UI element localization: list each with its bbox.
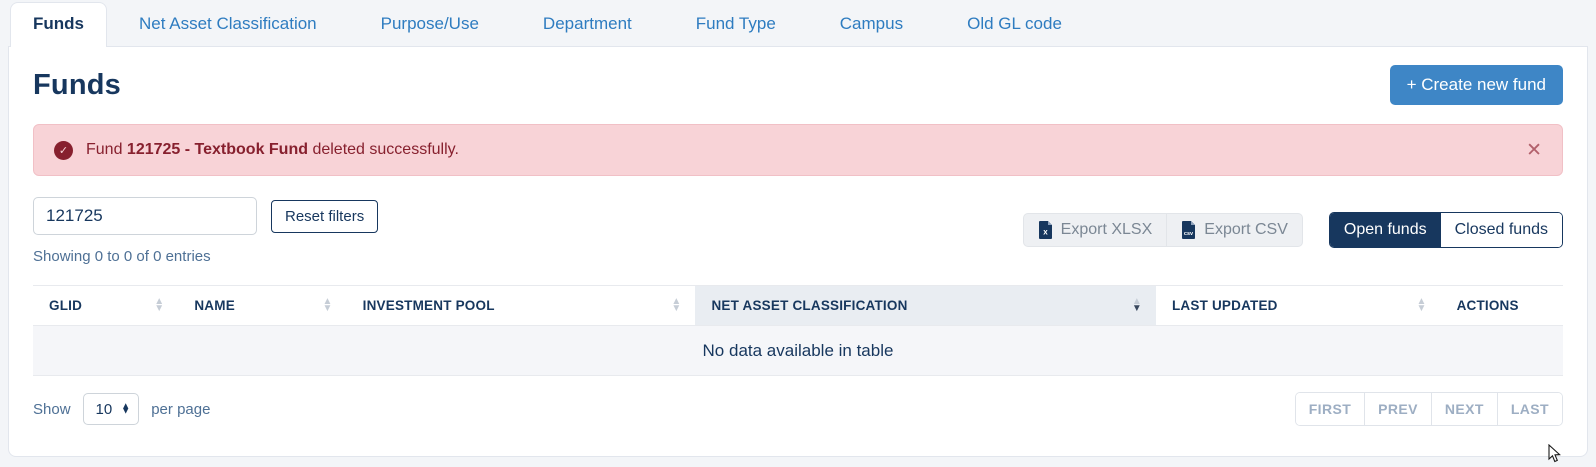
svg-text:csv: csv [1184, 231, 1194, 237]
page: Funds Net Asset Classification Purpose/U… [8, 0, 1588, 457]
tab-net-asset-classification[interactable]: Net Asset Classification [139, 14, 317, 33]
tab-campus[interactable]: Campus [839, 14, 904, 33]
sort-icon: ▲ ▼ [671, 296, 682, 314]
toolbar: x Export XLSX csv Export CSV Ope [1022, 212, 1563, 248]
open-funds-toggle[interactable]: Open funds [1329, 213, 1441, 247]
column-header-name[interactable]: NAME ▲ ▼ [194, 296, 333, 314]
table-footer: Show 10 ▲ ▼ per page FIRST PREV NEXT LAST [33, 392, 1563, 426]
title-row: Funds + Create new fund [33, 65, 1563, 105]
sort-icon: ▲ ▼ [1416, 296, 1427, 314]
column-header-net-asset-classification[interactable]: NET ASSET CLASSIFICATION ▲ ▼ [695, 285, 1156, 326]
export-button-group: x Export XLSX csv Export CSV [1022, 213, 1303, 247]
content-card: Funds + Create new fund ✓ Fund 121725 - … [8, 46, 1588, 457]
pagination: FIRST PREV NEXT LAST [1294, 392, 1563, 426]
csv-file-icon: csv [1182, 221, 1196, 239]
select-caret-icon: ▲ ▼ [121, 400, 131, 416]
page-title: Funds [33, 68, 121, 101]
sort-icon-active-desc: ▲ ▼ [1131, 296, 1142, 314]
per-page-label: per page [151, 400, 211, 418]
xlsx-file-icon: x [1038, 221, 1052, 239]
funds-table: GLID ▲ ▼ NAME ▲ ▼ INVESTMENT POOL ▲ ▼ NET A… [33, 285, 1563, 376]
alert-message: Fund 121725 - Textbook Fund deleted succ… [86, 141, 459, 158]
showing-entries-text: Showing 0 to 0 of 0 entries [33, 248, 211, 265]
page-size-select[interactable]: 10 ▲ ▼ [82, 393, 140, 425]
sort-icon: ▲ ▼ [322, 296, 333, 314]
check-circle-icon: ✓ [54, 140, 73, 160]
no-data-message: No data available in table [33, 325, 1563, 376]
empty-row: No data available in table [33, 325, 1563, 376]
export-xlsx-button[interactable]: x Export XLSX [1022, 213, 1167, 247]
svg-text:x: x [1043, 228, 1048, 237]
column-header-glid[interactable]: GLID ▲ ▼ [49, 296, 165, 314]
tab-fund-type[interactable]: Fund Type [695, 14, 776, 33]
per-page-control: Show 10 ▲ ▼ per page [33, 393, 210, 425]
create-new-fund-button[interactable]: + Create new fund [1389, 65, 1563, 105]
funds-status-toggle: Open funds Closed funds [1328, 212, 1563, 248]
tab-department[interactable]: Department [542, 14, 632, 33]
tab-purpose-use[interactable]: Purpose/Use [380, 14, 479, 33]
sort-icon: ▲ ▼ [154, 296, 165, 314]
column-header-investment-pool[interactable]: INVESTMENT POOL ▲ ▼ [362, 296, 682, 314]
search-input[interactable] [33, 197, 257, 235]
pagination-prev-button[interactable]: PREV [1365, 393, 1432, 425]
pagination-next-button[interactable]: NEXT [1431, 393, 1498, 425]
close-icon[interactable]: ✕ [1526, 139, 1542, 161]
delete-success-alert: ✓ Fund 121725 - Textbook Fund deleted su… [33, 124, 1563, 176]
tab-bar: Funds Net Asset Classification Purpose/U… [8, 0, 1588, 47]
filter-row: Reset filters Showing 0 to 0 of 0 entrie… [33, 197, 1563, 265]
export-csv-button[interactable]: csv Export CSV [1166, 213, 1303, 247]
closed-funds-toggle[interactable]: Closed funds [1440, 213, 1562, 247]
mouse-cursor [1548, 444, 1561, 463]
show-label: Show [33, 400, 71, 418]
table-header-row: GLID ▲ ▼ NAME ▲ ▼ INVESTMENT POOL ▲ ▼ NET A… [33, 285, 1563, 326]
pagination-first-button[interactable]: FIRST [1295, 393, 1366, 425]
column-header-actions: ACTIONS [1456, 298, 1519, 313]
column-header-last-updated[interactable]: LAST UPDATED ▲ ▼ [1171, 296, 1427, 314]
tab-funds[interactable]: Funds [10, 2, 107, 47]
tab-old-gl-code[interactable]: Old GL code [967, 14, 1062, 33]
pagination-last-button[interactable]: LAST [1497, 393, 1562, 425]
reset-filters-button[interactable]: Reset filters [271, 199, 379, 233]
